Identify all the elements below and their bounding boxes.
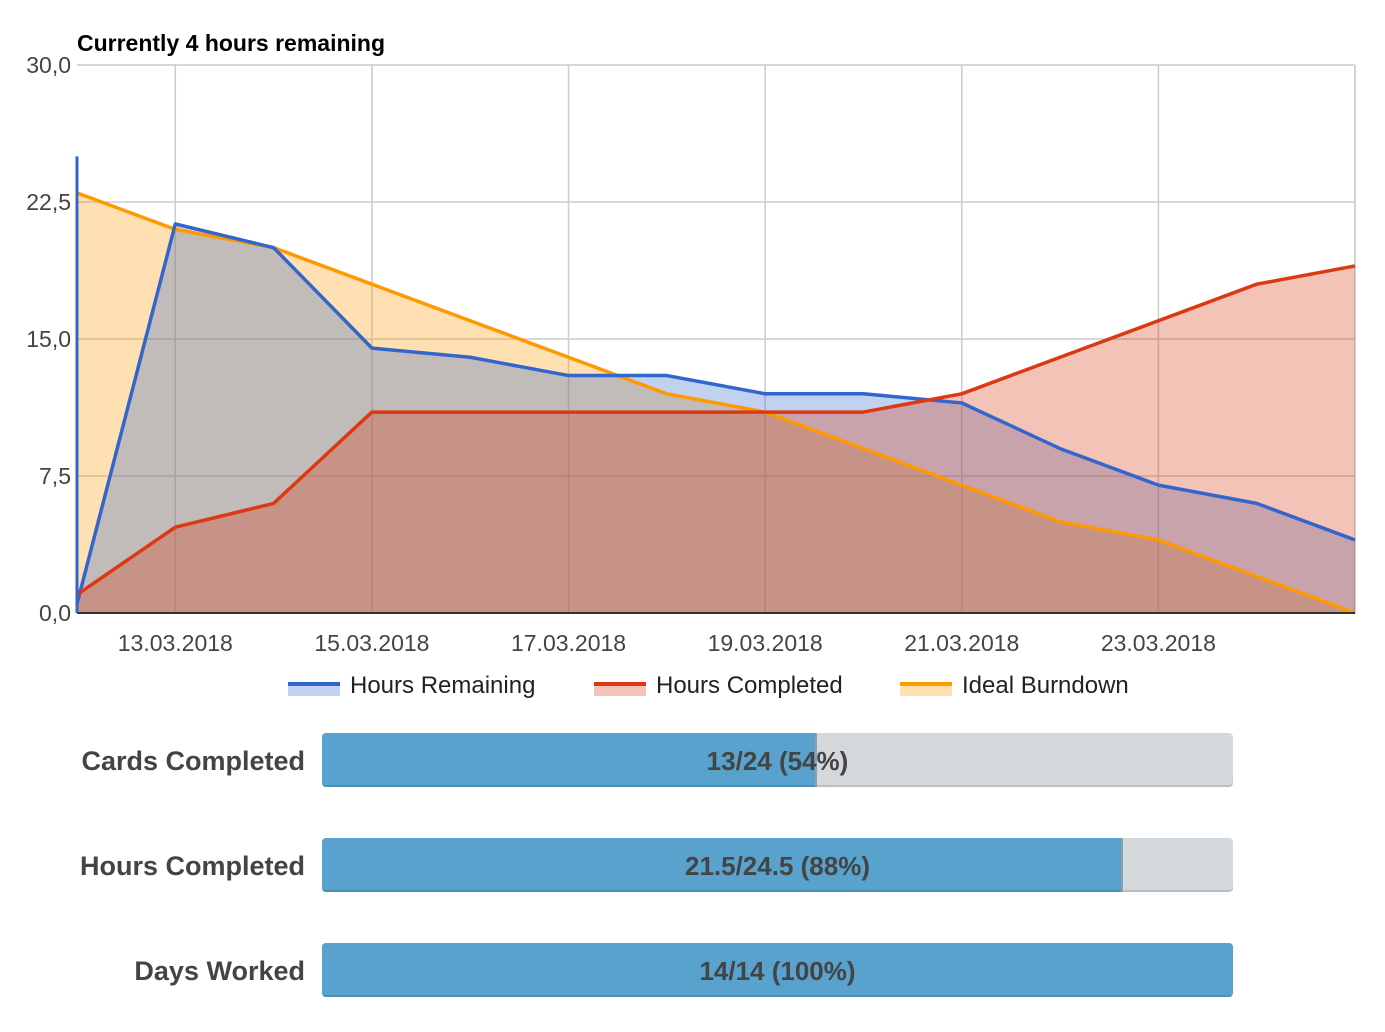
progress-text: 13/24 (54%) — [706, 746, 849, 776]
progress-fill — [322, 838, 1124, 892]
x-tick-label: 19.03.2018 — [708, 630, 823, 656]
chart-gridlines — [77, 64, 1356, 613]
x-tick-label: 15.03.2018 — [314, 630, 429, 656]
x-tick-label: 21.03.2018 — [904, 630, 1019, 656]
legend-label: Ideal Burndown — [962, 672, 1129, 699]
x-tick-label: 23.03.2018 — [1101, 630, 1216, 656]
x-tick-label: 13.03.2018 — [118, 630, 233, 656]
legend-label: Hours Completed — [656, 672, 843, 699]
legend-item[interactable]: Hours Remaining — [288, 672, 535, 699]
progress-bar: 21.5/24.5 (88%) — [322, 838, 1233, 892]
progress-bar: 14/14 (100%) — [322, 943, 1233, 997]
series-area — [77, 223, 1355, 614]
progress-bar: 13/24 (54%) — [322, 733, 1233, 787]
legend-item[interactable]: Ideal Burndown — [900, 672, 1129, 699]
series-line — [75, 222, 1356, 605]
legend-swatch — [288, 684, 340, 696]
progress-fill — [322, 943, 1233, 997]
chart-legend: Hours Remaining Hours Completed Ideal Burn… — [288, 672, 1129, 699]
chart-title: Currently 4 hours remaining — [77, 30, 385, 56]
x-tick-label: 17.03.2018 — [511, 630, 626, 656]
legend-item[interactable]: Hours Completed — [594, 672, 843, 699]
stat-row-hours: Hours Completed 21.5/24.5 (88%) — [0, 838, 1385, 894]
chart-axes: 0,0 7,5 15,0 22,5 30,0 13.03.2018 15.03.2018 17… — [26, 52, 1355, 656]
stat-row-cards: Cards Completed 13/24 (54%) — [0, 733, 1385, 789]
chart-lines — [75, 191, 1356, 615]
y-tick-label: 15,0 — [26, 326, 71, 352]
stat-label: Days Worked — [134, 956, 305, 986]
y-tick-label: 7,5 — [39, 463, 71, 489]
legend-swatch — [900, 684, 952, 696]
progress-fill — [322, 733, 818, 787]
progress-text: 21.5/24.5 (88%) — [684, 851, 870, 881]
series-line — [76, 191, 1356, 615]
legend-swatch — [594, 684, 646, 696]
stat-row-days: Days Worked 14/14 (100%) — [0, 943, 1385, 999]
y-tick-label: 22,5 — [26, 189, 71, 215]
y-tick-label: 30,0 — [26, 52, 71, 78]
series-line — [76, 264, 1356, 597]
series-area — [77, 265, 1355, 613]
legend-label: Hours Remaining — [350, 672, 535, 699]
y-tick-label: 0,0 — [39, 600, 71, 626]
stat-label: Cards Completed — [81, 746, 305, 776]
progress-text: 14/14 (100%) — [699, 956, 856, 986]
burndown-chart: Currently 4 hours remaining 0,0 7,5 15,0 22… — [26, 30, 1356, 699]
stat-label: Hours Completed — [79, 851, 305, 881]
